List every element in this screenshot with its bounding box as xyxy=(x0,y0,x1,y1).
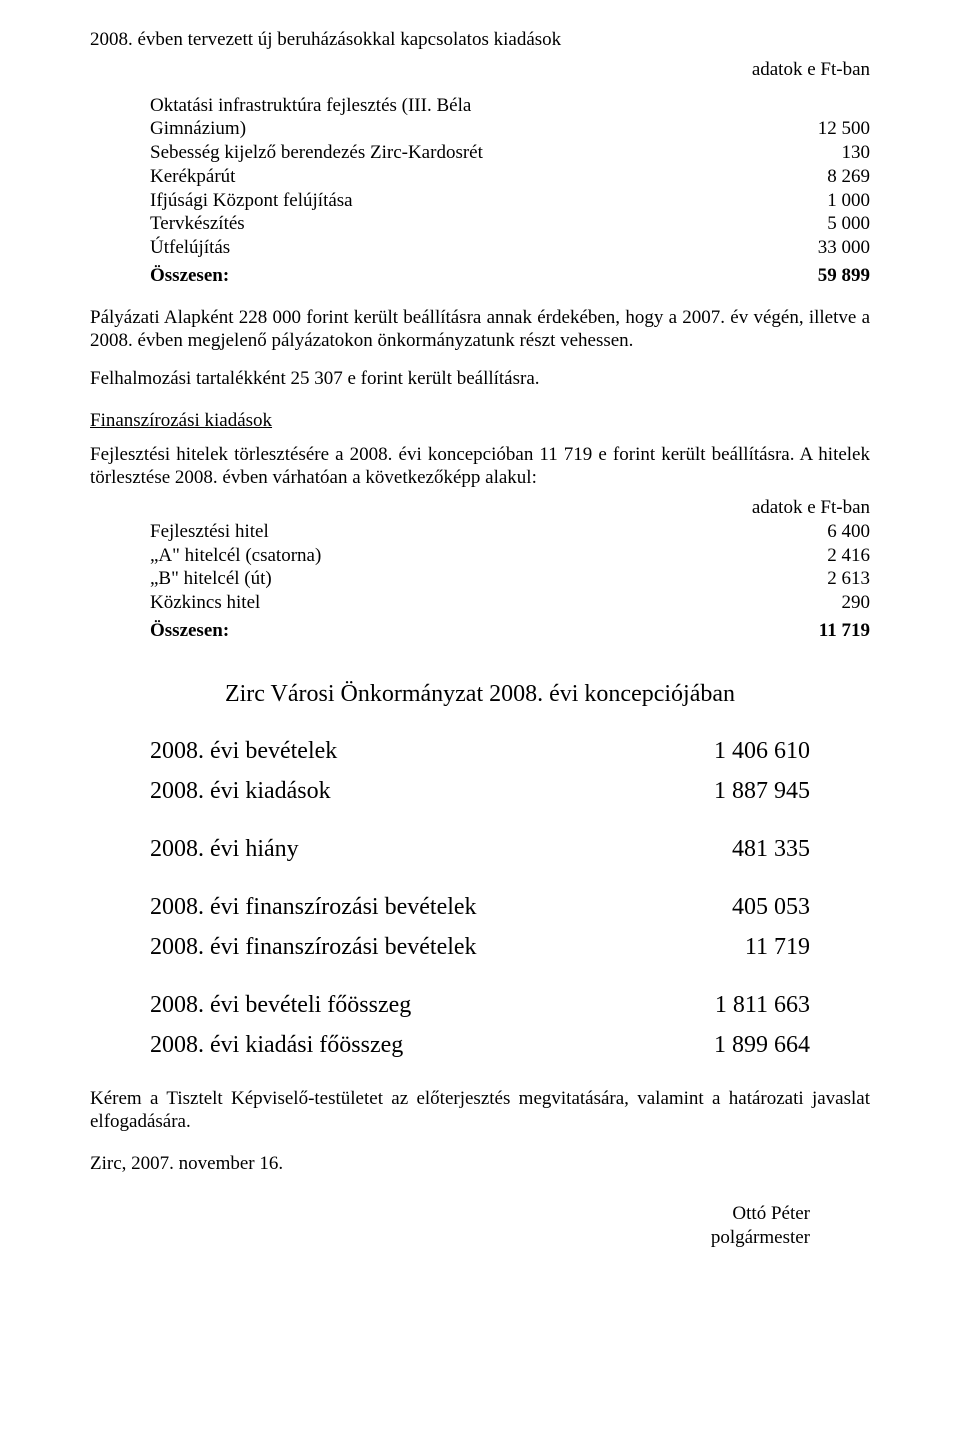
table-row: Útfelújítás 33 000 xyxy=(150,236,870,260)
table-row: 2008. évi hiány 481 335 xyxy=(150,831,810,867)
row-value: 290 xyxy=(750,591,870,615)
row-label: 2008. évi bevételi főösszeg xyxy=(150,987,670,1023)
row-label: Kerékpárút xyxy=(150,165,750,189)
row-label: Ifjúsági Központ felújítása xyxy=(150,189,750,213)
row-label: Fejlesztési hitel xyxy=(150,520,750,544)
row-label: 2008. évi finanszírozási bevételek xyxy=(150,889,670,925)
table-total-row: Összesen: 11 719 xyxy=(150,619,870,643)
unit-label: adatok e Ft-ban xyxy=(90,58,870,82)
paragraph-felhalmozasi: Felhalmozási tartalékként 25 307 e forin… xyxy=(90,367,870,391)
table-row: „B" hitelcél (út) 2 613 xyxy=(150,567,870,591)
row-label: 2008. évi kiadások xyxy=(150,773,670,809)
row-value: 2 613 xyxy=(750,567,870,591)
row-value: 6 400 xyxy=(750,520,870,544)
row-value: 130 xyxy=(750,141,870,165)
table-row: „A" hitelcél (csatorna) 2 416 xyxy=(150,544,870,568)
row-value: 1 406 610 xyxy=(670,733,810,769)
row-value: 5 000 xyxy=(750,212,870,236)
signer-role: polgármester xyxy=(90,1226,810,1250)
row-value: 1 000 xyxy=(750,189,870,213)
total-label: Összesen: xyxy=(150,264,750,288)
table-row: Sebesség kijelző berendezés Zirc-Kardosr… xyxy=(150,141,870,165)
row-value: 1 887 945 xyxy=(670,773,810,809)
concept-title: Zirc Városi Önkormányzat 2008. évi konce… xyxy=(90,679,870,709)
concept-summary: 2008. évi bevételek 1 406 610 2008. évi … xyxy=(90,733,870,1063)
total-label: Összesen: xyxy=(150,619,750,643)
row-value: 405 053 xyxy=(670,889,810,925)
row-label: Sebesség kijelző berendezés Zirc-Kardosr… xyxy=(150,141,750,165)
row-value: 481 335 xyxy=(670,831,810,867)
row-value: 2 416 xyxy=(750,544,870,568)
table-row: Kerékpárút 8 269 xyxy=(150,165,870,189)
table-row: Közkincs hitel 290 xyxy=(150,591,870,615)
row-label: 2008. évi hiány xyxy=(150,831,670,867)
row-value: 33 000 xyxy=(750,236,870,260)
row-label: Tervkészítés xyxy=(150,212,750,236)
table-row: 2008. évi finanszírozási bevételek 11 71… xyxy=(150,929,810,965)
table-row: 2008. évi finanszírozási bevételek 405 0… xyxy=(150,889,810,925)
table-row: Oktatási infrastruktúra fejlesztés (III.… xyxy=(150,94,870,142)
row-label: „B" hitelcél (út) xyxy=(150,567,750,591)
row-value: 11 719 xyxy=(670,929,810,965)
row-label: Közkincs hitel xyxy=(150,591,750,615)
row-value: 1 811 663 xyxy=(670,987,810,1023)
row-value: 8 269 xyxy=(750,165,870,189)
table-row: Ifjúsági Központ felújítása 1 000 xyxy=(150,189,870,213)
closing-paragraph: Kérem a Tisztelt Képviselő-testületet az… xyxy=(90,1087,870,1135)
place-date: Zirc, 2007. november 16. xyxy=(90,1152,870,1176)
finance-intro: Fejlesztési hitelek törlesztésére a 2008… xyxy=(90,443,870,491)
row-label: Oktatási infrastruktúra fejlesztés (III.… xyxy=(150,94,570,142)
row-value: 1 899 664 xyxy=(670,1027,810,1063)
table-row: 2008. évi kiadások 1 887 945 xyxy=(150,773,810,809)
table-row: 2008. évi bevételi főösszeg 1 811 663 xyxy=(150,987,810,1023)
row-label: „A" hitelcél (csatorna) xyxy=(150,544,750,568)
row-label: Útfelújítás xyxy=(150,236,750,260)
row-label: 2008. évi kiadási főösszeg xyxy=(150,1027,670,1063)
finance-section-title: Finanszírozási kiadások xyxy=(90,409,870,433)
table-total-row: Összesen: 59 899 xyxy=(150,264,870,288)
paragraph-palyazati: Pályázati Alapként 228 000 forint került… xyxy=(90,306,870,354)
row-label: 2008. évi bevételek xyxy=(150,733,670,769)
row-value: 12 500 xyxy=(750,117,870,141)
table-row: Fejlesztési hitel 6 400 xyxy=(150,520,870,544)
investments-table: Oktatási infrastruktúra fejlesztés (III.… xyxy=(90,94,870,288)
page-title: 2008. évben tervezett új beruházásokkal … xyxy=(90,28,870,52)
unit-label: adatok e Ft-ban xyxy=(150,496,870,520)
table-row: Tervkészítés 5 000 xyxy=(150,212,870,236)
row-label: 2008. évi finanszírozási bevételek xyxy=(150,929,670,965)
table-row: 2008. évi kiadási főösszeg 1 899 664 xyxy=(150,1027,810,1063)
table-row: 2008. évi bevételek 1 406 610 xyxy=(150,733,810,769)
total-value: 59 899 xyxy=(750,264,870,288)
signer-name: Ottó Péter xyxy=(90,1202,810,1226)
total-value: 11 719 xyxy=(750,619,870,643)
finance-table: Fejlesztési hitel 6 400 „A" hitelcél (cs… xyxy=(90,520,870,643)
